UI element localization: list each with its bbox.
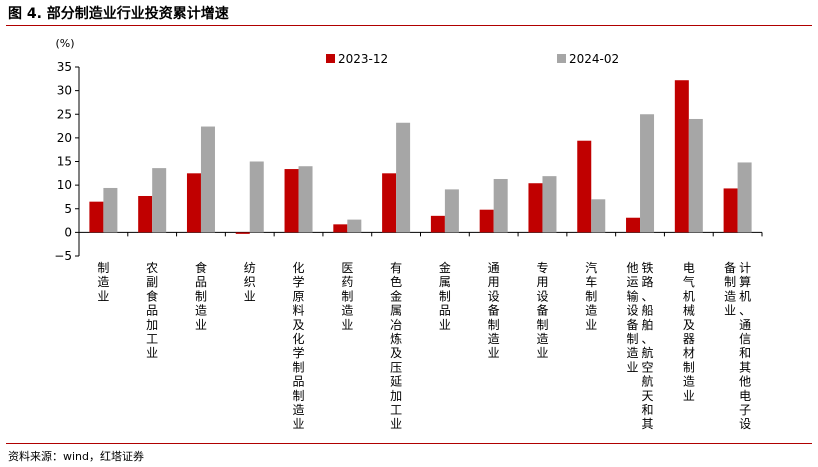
bar-series2 xyxy=(298,166,313,233)
y-tick-label: 0 xyxy=(64,225,72,239)
bar-series2 xyxy=(542,176,557,233)
bar-series1 xyxy=(235,232,250,234)
y-tick-label: 10 xyxy=(57,178,72,192)
category-label: 食品制造业 xyxy=(195,260,207,332)
legend: 2023-12 2024-02 xyxy=(326,52,619,66)
bar-series2 xyxy=(591,199,606,233)
bar-series1 xyxy=(89,201,104,233)
bar-series2 xyxy=(200,126,215,233)
footer-divider xyxy=(6,443,812,444)
y-tick-label: 35 xyxy=(57,60,72,74)
bar-series2 xyxy=(103,187,118,233)
y-tick-label: 25 xyxy=(57,107,72,121)
bar-series2 xyxy=(444,189,459,233)
category-label: 专用设备制造业 xyxy=(536,260,548,360)
bar-series1 xyxy=(382,173,397,233)
bar-series1 xyxy=(674,80,689,233)
category-labels: 制造业 农副食品加工业 食品制造业 纺织业 化学原料及化学制品制造业 医药制造业 有色金属冶… xyxy=(97,260,751,431)
bar-series2 xyxy=(249,161,264,233)
bar-series1 xyxy=(479,209,494,233)
bar-series1 xyxy=(723,188,738,233)
bar-series1 xyxy=(577,140,592,233)
title-divider xyxy=(6,25,812,26)
source-note: 资料来源：wind，红塔证券 xyxy=(8,450,145,463)
y-tick-label: 30 xyxy=(57,84,72,98)
legend-label: 2023-12 xyxy=(338,52,388,66)
y-unit-label: (%) xyxy=(55,37,74,50)
category-label: 铁路、船舶、航空航天和其 xyxy=(642,261,654,431)
category-label: 电气机械及器材制造业 xyxy=(683,261,695,403)
y-tick-label: 20 xyxy=(57,131,72,145)
bar-series2 xyxy=(396,122,411,233)
category-label: 他运输设备制造业 xyxy=(627,261,639,374)
y-tick-label: −5 xyxy=(54,249,72,263)
category-label: 计算机、通信和其他电子设 xyxy=(739,261,751,431)
y-tick-label: 5 xyxy=(64,202,72,216)
chart-title: 图 4. 部分制造业行业投资累计增速 xyxy=(8,6,229,22)
category-label: 农副食品加工业 xyxy=(146,261,158,360)
bar-series1 xyxy=(528,183,543,233)
bar-series2 xyxy=(152,168,167,233)
bar-series2 xyxy=(737,162,752,233)
category-label: 化学原料及化学制品制造业 xyxy=(293,261,305,431)
bar-series1 xyxy=(333,224,348,233)
category-label: 纺织业 xyxy=(244,261,256,303)
category-label: 备制造业 xyxy=(724,261,736,318)
y-tick-label: 15 xyxy=(57,155,72,169)
legend-swatch xyxy=(326,54,335,63)
bar-series2 xyxy=(640,114,655,233)
bar-series1 xyxy=(138,195,153,233)
category-label: 制造业 xyxy=(97,261,109,303)
category-label: 通用设备制造业 xyxy=(488,261,500,360)
category-label: 医药制造业 xyxy=(341,261,353,332)
bar-series1 xyxy=(430,215,445,233)
bar-series1 xyxy=(626,217,641,233)
bars xyxy=(89,80,752,234)
category-label: 金属制品业 xyxy=(439,260,451,332)
bar-series2 xyxy=(347,219,362,233)
legend-label: 2024-02 xyxy=(569,52,619,66)
category-label: 汽车制造业 xyxy=(585,260,597,332)
legend-swatch xyxy=(557,54,566,63)
bar-series1 xyxy=(186,173,201,233)
category-label: 有色金属冶炼及压延加工业 xyxy=(390,261,402,431)
bar-series1 xyxy=(284,169,299,233)
bar-series2 xyxy=(493,178,508,233)
bar-series2 xyxy=(688,118,703,233)
